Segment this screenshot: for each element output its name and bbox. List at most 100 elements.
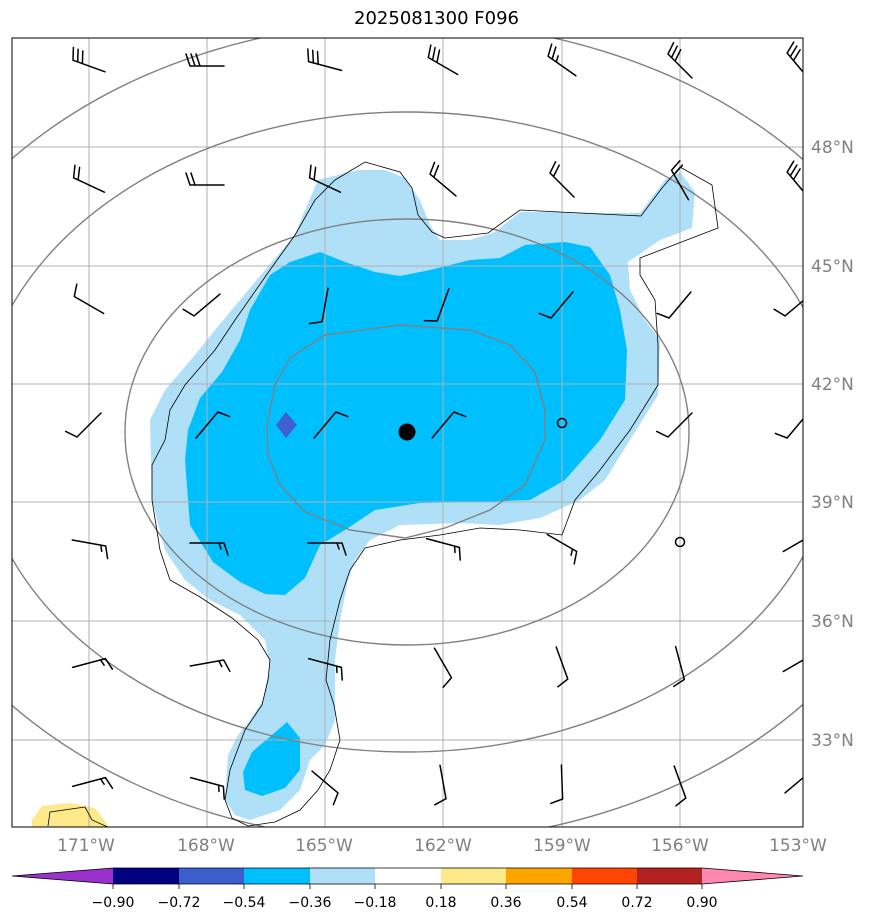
wind-barb (555, 646, 569, 688)
colorbar-tick-label: 0.54 (556, 895, 587, 911)
colorbar-bin (113, 868, 179, 884)
wind-barb (72, 164, 106, 193)
wind-barb (423, 288, 450, 322)
lat-label: 48°N (811, 138, 854, 158)
colorbar-tick-label: 0.72 (621, 895, 652, 911)
wind-barb (786, 41, 803, 74)
lon-label: 168°W (177, 836, 235, 856)
wind-barb (782, 539, 803, 553)
wind-barb (73, 283, 105, 315)
wind-barb (429, 161, 457, 197)
colorbar-min-extend (12, 868, 113, 884)
wind-barb (549, 160, 575, 198)
lat-label: 39°N (811, 493, 854, 513)
isobar-ring-2 (124, 218, 690, 646)
colorbar-tick-label: 0.18 (425, 895, 456, 911)
colorbar-bin (637, 868, 702, 884)
wind-barb (549, 764, 564, 805)
wind-barb (307, 542, 347, 556)
wind-barb (189, 776, 225, 800)
colorbar-tick-label: 0.36 (490, 895, 521, 911)
lon-label: 156°W (651, 836, 709, 856)
colorbar: −0.90 −0.72 −0.54 −0.36 −0.18 0.18 0.36 … (11, 867, 804, 911)
isobar-inner (266, 324, 546, 539)
wind-barb (773, 299, 803, 317)
lon-label: 162°W (414, 836, 472, 856)
fill-yellow-region (32, 803, 110, 827)
wind-barb (195, 411, 231, 439)
colorbar-tick-label: 0.90 (686, 895, 717, 911)
wind-barb (308, 164, 342, 193)
coastline (151, 161, 719, 827)
filled-contours (32, 170, 695, 827)
lon-label: 171°W (57, 836, 115, 856)
colorbar-bin (441, 868, 506, 884)
longitude-labels: 171°W 168°W 165°W 162°W 159°W 156°W 153°… (57, 836, 827, 856)
fill-mid-blue-region (185, 242, 627, 595)
colorbar-tick-label: −0.18 (354, 895, 397, 911)
wind-barb (673, 765, 687, 807)
calm-wind-marker (674, 536, 686, 548)
colorbar-tick-label: −0.72 (158, 895, 201, 911)
wind-barb (547, 43, 577, 77)
wind-barb (431, 411, 467, 439)
wind-barb (786, 160, 803, 193)
wind-barb (64, 412, 102, 438)
wind-barb (307, 657, 343, 681)
wind-barb (784, 776, 803, 794)
lat-label: 33°N (811, 731, 854, 751)
wind-barb (434, 764, 447, 806)
wind-barb (774, 417, 803, 439)
colorbar-bin (572, 868, 637, 884)
colorbar-bin (375, 868, 441, 884)
isobar-ring-3 (12, 111, 803, 753)
isobars (12, 38, 803, 827)
lat-label: 42°N (811, 375, 854, 395)
wind-barb (311, 770, 339, 806)
wind-barb (71, 539, 109, 560)
wind-barb (185, 172, 225, 186)
wind-barb (538, 291, 574, 319)
wind-barb (655, 412, 693, 438)
wind-barb (185, 53, 225, 67)
wind-barb (182, 293, 221, 317)
wind-barb (427, 44, 459, 76)
wind-barb (546, 533, 578, 565)
lon-label: 153°W (769, 836, 827, 856)
colorbar-bin (179, 868, 244, 884)
coastline-sw (47, 806, 109, 827)
wind-barb (667, 41, 693, 79)
map-title: 2025081300 F096 (354, 8, 519, 29)
fill-dark-blue-spot (276, 412, 297, 438)
colorbar-max-extend (702, 868, 803, 884)
lon-label: 165°W (295, 836, 353, 856)
wind-barb (189, 659, 231, 672)
wind-barb (673, 645, 686, 688)
map-plot-area (12, 38, 803, 827)
colorbar-tick-label: −0.54 (223, 895, 266, 911)
colorbar-tick-label: −0.90 (92, 895, 135, 911)
calm-wind-marker (556, 417, 568, 429)
wind-barb (308, 287, 329, 325)
wind-barb (425, 537, 461, 561)
latitude-labels: 48°N 45°N 42°N 39°N 36°N 33°N (811, 138, 854, 751)
wind-barb (670, 160, 690, 201)
colorbar-bin (506, 868, 572, 884)
lon-label: 159°W (533, 836, 591, 856)
colorbar-bin (244, 868, 310, 884)
wind-barb (189, 542, 229, 556)
map-frame (11, 37, 804, 828)
wind-barb (72, 46, 106, 73)
wind-barb (433, 647, 453, 688)
colorbar-tick-label: −0.36 (289, 895, 332, 911)
lat-label: 45°N (811, 257, 854, 277)
lat-label: 36°N (811, 612, 854, 632)
wind-barbs (64, 41, 803, 807)
wind-barb (71, 657, 114, 670)
low-center-marker (398, 423, 416, 441)
wind-barb (656, 291, 692, 319)
gridlines (12, 38, 803, 827)
wind-barb (71, 776, 114, 789)
wind-barb (307, 48, 343, 72)
